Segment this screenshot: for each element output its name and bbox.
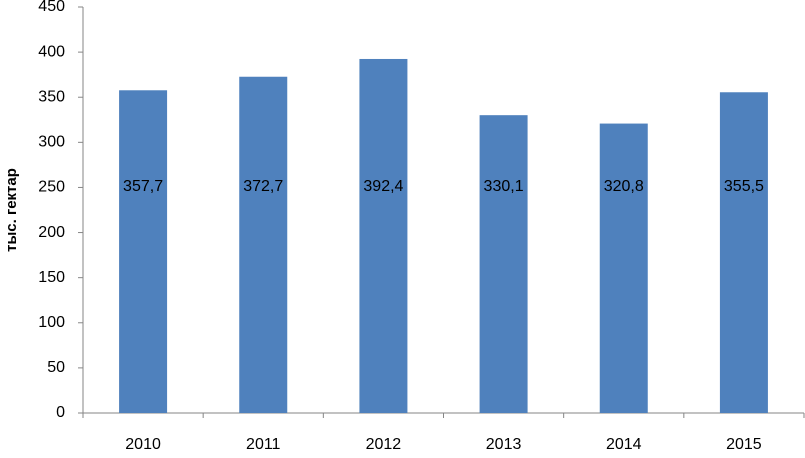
data-label: 392,4 xyxy=(363,178,403,195)
x-tick-label: 2015 xyxy=(726,436,762,453)
y-tick-label: 450 xyxy=(38,0,65,15)
bar xyxy=(479,115,528,413)
y-axis-label: тыс. гектар xyxy=(3,168,20,252)
data-label: 355,5 xyxy=(724,178,764,195)
x-tick-label: 2011 xyxy=(246,436,281,453)
y-tick-label: 50 xyxy=(47,359,65,376)
x-tick-label: 2012 xyxy=(366,436,402,453)
y-tick-label: 300 xyxy=(38,134,65,151)
x-tick-label: 2013 xyxy=(486,436,522,453)
y-tick-label: 350 xyxy=(38,88,65,105)
bar xyxy=(119,90,168,413)
y-tick-label: 400 xyxy=(38,43,65,60)
y-tick-label: 0 xyxy=(56,404,65,421)
bar xyxy=(359,58,408,414)
bar xyxy=(239,76,288,414)
data-label: 357,7 xyxy=(123,178,163,195)
data-label: 372,7 xyxy=(243,178,283,195)
y-tick-label: 100 xyxy=(38,314,65,331)
y-tick-label: 150 xyxy=(38,269,65,286)
y-tick-label: 200 xyxy=(38,224,65,241)
y-tick-label: 250 xyxy=(38,179,65,196)
bar xyxy=(719,92,768,413)
x-tick-label: 2014 xyxy=(606,436,642,453)
x-tick-label: 2010 xyxy=(125,436,161,453)
data-label: 330,1 xyxy=(484,178,524,195)
bar xyxy=(599,123,648,413)
data-label: 320,8 xyxy=(604,178,644,195)
